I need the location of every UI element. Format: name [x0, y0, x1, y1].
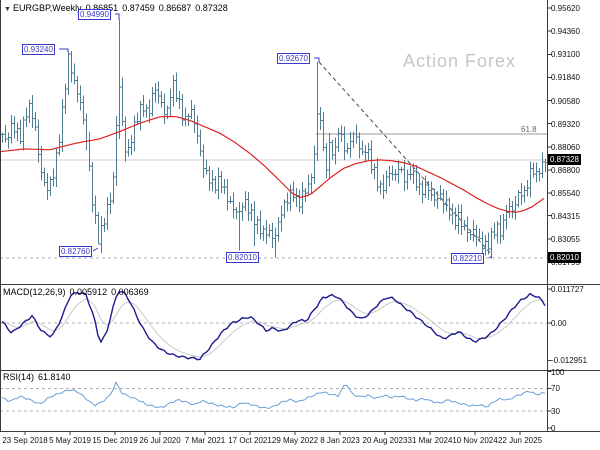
watermark: Action Forex — [403, 51, 517, 71]
rsi-name: RSI(14) — [3, 372, 35, 382]
price-flag[interactable]: 0.92670 — [277, 53, 310, 64]
date-axis-label: 7 Mar 2021 — [184, 436, 226, 445]
price-flag[interactable]: 0.93240 — [22, 44, 55, 55]
price-axis-label: 0.94360 — [551, 27, 580, 36]
price-axis-label: 0.90580 — [551, 97, 580, 106]
macd-axis-label: -0.012951 — [551, 356, 588, 365]
macd-value-signal: 0.006369 — [111, 287, 149, 297]
support-level-axis-box: 0.82010 — [548, 252, 581, 263]
symbol-title: EURGBP,Weekly — [12, 3, 82, 13]
date-axis-label: 22 Jun 2025 — [497, 436, 543, 445]
date-axis-label: 26 Jul 2020 — [139, 436, 181, 445]
rsi-axis-label: 0 — [551, 424, 556, 433]
price-axis-label: 0.85540 — [551, 189, 580, 198]
date-axis-label: 20 Aug 2023 — [362, 436, 408, 445]
macd-value-main: 0.005912 — [69, 287, 108, 297]
rsi-value: 61.8140 — [38, 372, 71, 382]
date-axis-label: 29 May 2022 — [271, 436, 319, 445]
macd-indicator-label: MACD(12,26,9) 0.005912 0.006369 — [3, 287, 153, 297]
date-axis-label: 23 Sep 2018 — [2, 436, 48, 445]
date-axis-label: 10 Nov 2024 — [452, 436, 498, 445]
price-flag[interactable]: 0.82210 — [451, 253, 484, 264]
symbol-dropdown-icon[interactable]: ▼ — [4, 6, 11, 13]
price-axis-label: 0.88060 — [551, 143, 580, 152]
symbol-info: ▼ EURGBP,Weekly 0.86851 0.87459 0.86687 0.873… — [4, 3, 232, 13]
price-axis-label: 0.86800 — [551, 166, 580, 175]
rsi-indicator-label: RSI(14) 61.8140 — [3, 372, 75, 382]
ohlc-low: 0.86687 — [158, 3, 192, 13]
fib-level-label[interactable]: 61.8 — [521, 125, 537, 134]
price-flag[interactable]: 0.82010 — [226, 252, 259, 263]
macd-axis-label: 0.00 — [551, 319, 567, 328]
macd-name: MACD(12,26,9) — [3, 287, 66, 297]
ohlc-high: 0.87459 — [122, 3, 155, 13]
ohlc-open: 0.86851 — [85, 3, 119, 13]
date-axis-label: 5 May 2019 — [49, 436, 91, 445]
price-axis-label: 0.95620 — [551, 4, 580, 13]
rsi-axis-label: 70 — [551, 384, 560, 393]
price-axis-label: 0.89320 — [551, 120, 580, 129]
current-price-axis-box: 0.87328 — [548, 154, 581, 165]
price-axis-label: 0.93100 — [551, 50, 580, 59]
ohlc-close: 0.87328 — [195, 3, 228, 13]
date-axis-label: 17 Oct 2021 — [228, 436, 272, 445]
rsi-axis-label: 100 — [551, 368, 565, 377]
price-flag[interactable]: 0.94990 — [78, 9, 111, 20]
date-axis-label: 8 Jan 2023 — [320, 436, 360, 445]
price-axis-label: 0.83055 — [551, 235, 580, 244]
rsi-axis-label: 30 — [551, 407, 560, 416]
price-axis-label: 0.84315 — [551, 212, 580, 221]
price-axis-label: 0.91840 — [551, 73, 580, 82]
macd-axis-label: 0.011727 — [551, 285, 584, 294]
date-axis-label: 31 Mar 2024 — [407, 436, 453, 445]
price-flag[interactable]: 0.82760 — [59, 246, 92, 257]
date-axis-label: 15 Dec 2019 — [92, 436, 138, 445]
